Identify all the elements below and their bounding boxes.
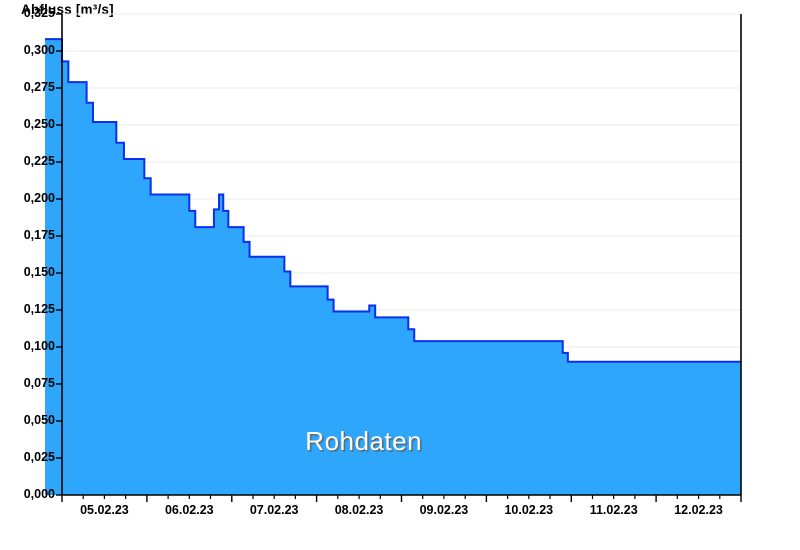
y-tick-label: 0,000 <box>23 487 55 501</box>
y-tick-label: 0,325 <box>23 6 55 20</box>
axis-ticks <box>56 13 742 502</box>
x-tick-label: 06.02.23 <box>164 503 214 517</box>
x-tick-label: 11.02.23 <box>589 503 638 517</box>
y-tick-label: 0,125 <box>23 302 55 316</box>
x-tick-label: 09.02.23 <box>419 503 469 517</box>
y-tick-label: 0,200 <box>23 191 55 205</box>
y-tick-label: 0,050 <box>23 413 55 427</box>
x-tick-label: 12.02.23 <box>674 503 723 517</box>
watermark-label: Rohdaten <box>305 425 423 456</box>
y-tick-label: 0,300 <box>23 43 55 57</box>
y-tick-label: 0,275 <box>23 80 55 94</box>
y-tick-label: 0,025 <box>23 450 55 464</box>
y-tick-label: 0,150 <box>23 265 55 279</box>
y-tick-label: 0,225 <box>23 154 55 168</box>
y-tick-label: 0,175 <box>23 228 55 242</box>
y-tick-label: 0,100 <box>23 339 55 353</box>
y-tick-label: 0,075 <box>23 376 55 390</box>
x-tick-label: 07.02.23 <box>249 503 299 517</box>
discharge-step-line <box>45 38 741 363</box>
y-axis-title: Abfluss [m³/s] <box>21 2 114 17</box>
x-tick-label: 08.02.23 <box>334 503 384 517</box>
x-tick-label: 05.02.23 <box>80 503 129 517</box>
x-tick-label: 10.02.23 <box>504 503 554 517</box>
discharge-area-series <box>45 39 741 495</box>
y-tick-label: 0,250 <box>23 117 55 131</box>
